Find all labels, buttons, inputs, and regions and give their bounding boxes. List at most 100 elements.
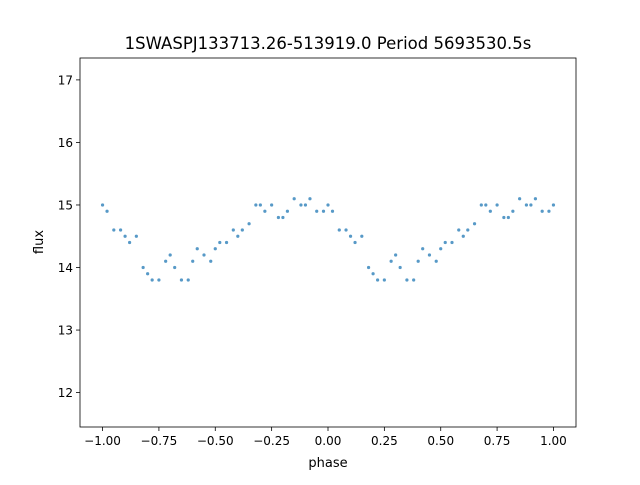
data-point bbox=[191, 259, 195, 263]
data-point bbox=[511, 209, 515, 213]
data-point bbox=[258, 203, 262, 207]
data-point bbox=[218, 240, 222, 245]
x-axis: −1.00 −0.75 −0.50 −0.25 0.00 0.25 0.50 0.75 1.00 bbox=[84, 427, 567, 448]
data-point bbox=[472, 222, 477, 226]
data-point bbox=[315, 209, 319, 213]
data-point bbox=[348, 234, 353, 238]
data-point bbox=[202, 253, 206, 257]
data-point bbox=[123, 234, 127, 238]
data-point bbox=[263, 209, 267, 213]
y-tick-label: 16 bbox=[58, 136, 73, 150]
data-point bbox=[179, 278, 184, 282]
data-point bbox=[254, 203, 258, 207]
data-point bbox=[360, 234, 364, 238]
data-point bbox=[398, 265, 402, 270]
x-tick-label: −0.25 bbox=[253, 434, 290, 448]
x-tick-label: 0.25 bbox=[371, 434, 398, 448]
data-point bbox=[466, 228, 470, 232]
data-point bbox=[529, 203, 533, 207]
scatter-points bbox=[100, 197, 556, 282]
y-axis-label: flux bbox=[32, 230, 47, 254]
data-point bbox=[382, 278, 386, 282]
x-tick-label: 1.00 bbox=[540, 434, 567, 448]
data-point bbox=[488, 209, 492, 213]
data-point bbox=[337, 228, 341, 232]
data-point bbox=[326, 203, 330, 207]
data-point bbox=[371, 272, 375, 276]
y-tick-label: 13 bbox=[58, 324, 73, 338]
data-point bbox=[236, 234, 240, 238]
data-point bbox=[551, 203, 556, 207]
data-point bbox=[479, 203, 483, 207]
data-point bbox=[270, 203, 274, 207]
data-point bbox=[128, 240, 132, 245]
data-point bbox=[427, 253, 432, 257]
data-point bbox=[461, 234, 465, 238]
data-point bbox=[308, 197, 312, 201]
data-point bbox=[434, 259, 438, 263]
data-point bbox=[394, 253, 398, 257]
data-point bbox=[457, 228, 461, 232]
data-point bbox=[134, 234, 138, 238]
data-point bbox=[502, 215, 506, 220]
data-point bbox=[100, 203, 105, 207]
data-point bbox=[533, 197, 538, 201]
data-point bbox=[186, 278, 190, 282]
data-point bbox=[164, 259, 168, 263]
data-point bbox=[321, 209, 326, 213]
y-axis: 12 13 14 15 16 17 bbox=[58, 73, 80, 400]
y-tick-label: 15 bbox=[58, 198, 73, 212]
data-point bbox=[157, 278, 161, 282]
data-point bbox=[344, 228, 348, 232]
data-point bbox=[439, 247, 443, 251]
data-point bbox=[484, 203, 488, 207]
data-point bbox=[195, 247, 199, 251]
data-point bbox=[224, 240, 229, 245]
data-point bbox=[105, 209, 109, 213]
y-tick-label: 14 bbox=[58, 261, 73, 275]
data-point bbox=[353, 240, 357, 245]
data-point bbox=[118, 228, 123, 232]
data-point bbox=[518, 197, 522, 201]
data-point bbox=[146, 272, 150, 276]
data-point bbox=[366, 265, 371, 270]
data-point bbox=[213, 247, 217, 251]
data-point bbox=[168, 253, 172, 257]
data-point bbox=[173, 265, 177, 270]
data-point bbox=[450, 240, 454, 245]
data-point bbox=[281, 215, 285, 220]
data-point bbox=[421, 247, 425, 251]
data-point bbox=[299, 203, 303, 207]
data-point bbox=[276, 215, 280, 220]
data-point bbox=[412, 278, 416, 282]
data-point bbox=[495, 203, 499, 207]
data-point bbox=[443, 240, 447, 245]
data-point bbox=[506, 215, 510, 220]
data-point bbox=[240, 228, 244, 232]
x-tick-label: −0.75 bbox=[141, 434, 178, 448]
x-tick-label: −1.00 bbox=[84, 434, 121, 448]
data-point bbox=[540, 209, 544, 213]
data-point bbox=[330, 209, 335, 213]
data-point bbox=[141, 265, 145, 270]
data-point bbox=[303, 203, 308, 207]
chart-title: 1SWASPJ133713.26-513919.0 Period 5693530… bbox=[125, 34, 532, 53]
x-tick-label: 0.50 bbox=[427, 434, 454, 448]
x-axis-label: phase bbox=[308, 456, 347, 471]
x-tick-label: 0.00 bbox=[315, 434, 342, 448]
data-point bbox=[150, 278, 154, 282]
data-point bbox=[405, 278, 409, 282]
data-point bbox=[389, 259, 393, 263]
y-tick-label: 12 bbox=[58, 386, 73, 400]
data-point bbox=[209, 259, 213, 263]
x-tick-label: 0.75 bbox=[484, 434, 511, 448]
y-tick-label: 17 bbox=[58, 73, 73, 87]
data-point bbox=[524, 203, 529, 207]
data-point bbox=[376, 278, 380, 282]
data-point bbox=[112, 228, 116, 232]
data-point bbox=[247, 222, 251, 226]
data-point bbox=[416, 259, 420, 263]
